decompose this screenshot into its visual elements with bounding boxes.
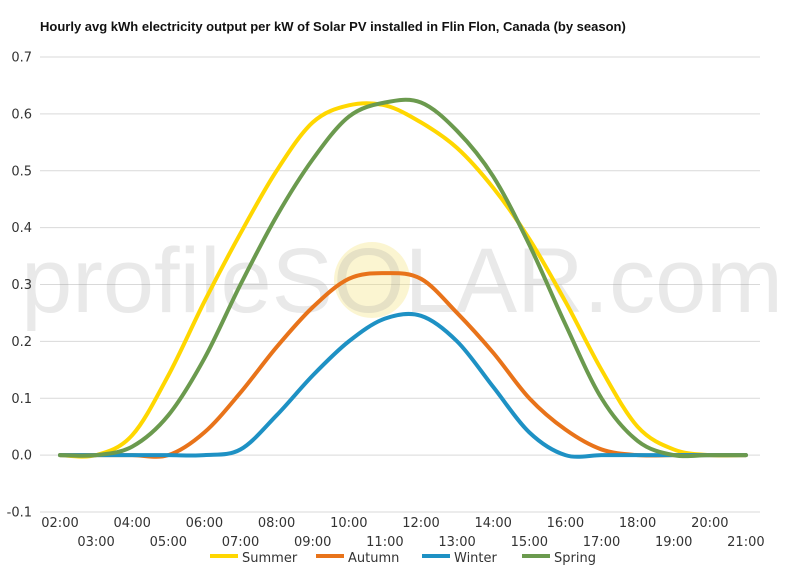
x-tick-label: 20:00 [691, 516, 728, 531]
legend: Summer Autumn Winter Spring [210, 551, 596, 566]
watermark-sun [334, 242, 410, 318]
x-tick-label: 06:00 [186, 516, 223, 531]
y-tick-label: 0.2 [11, 335, 32, 350]
y-tick-label: 0.6 [11, 107, 32, 122]
series-line-winter [58, 311, 748, 459]
y-tick-label: 0.3 [11, 278, 32, 293]
x-tick-label: 15:00 [511, 535, 548, 550]
x-tick-label: 14:00 [474, 516, 511, 531]
series-layer [58, 97, 748, 459]
y-tick-label: 0.7 [11, 51, 32, 66]
x-tick-label: 04:00 [113, 516, 150, 531]
x-tick-label: 02:00 [41, 516, 78, 531]
y-tick-label: 0.1 [11, 392, 32, 407]
legend-swatch-winter [422, 554, 450, 558]
x-tick-label: 16:00 [547, 516, 584, 531]
x-tick-label: 12:00 [402, 516, 439, 531]
y-tick-label: 0.5 [11, 164, 32, 179]
series-line-summer [58, 101, 748, 459]
x-tick-label: 17:00 [583, 535, 620, 550]
x-tick-label: 18:00 [619, 516, 656, 531]
x-tick-label: 09:00 [294, 535, 331, 550]
legend-swatch-summer [210, 554, 238, 558]
x-tick-label: 21:00 [727, 535, 764, 550]
x-tick-label: 10:00 [330, 516, 367, 531]
legend-label-summer: Summer [242, 551, 298, 566]
y-tick-label: -0.1 [7, 506, 32, 521]
x-tick-label: 19:00 [655, 535, 692, 550]
x-tick-label: 08:00 [258, 516, 295, 531]
x-tick-label: 07:00 [222, 535, 259, 550]
legend-label-autumn: Autumn [348, 551, 399, 566]
y-tick-label: 0.0 [11, 449, 32, 464]
chart-title: Hourly avg kWh electricity output per kW… [40, 19, 626, 34]
legend-swatch-autumn [316, 554, 344, 558]
legend-label-spring: Spring [554, 551, 596, 566]
y-axis-ticks: -0.1 0.0 0.1 0.2 0.3 0.4 0.5 0.6 0.7 [7, 51, 32, 521]
legend-label-winter: Winter [454, 551, 498, 566]
x-tick-label: 13:00 [438, 535, 475, 550]
y-tick-label: 0.4 [11, 221, 32, 236]
x-tick-label: 03:00 [77, 535, 114, 550]
watermark-layer: profileSOLAR.com [21, 230, 783, 332]
grid-layer [40, 56, 760, 513]
x-tick-label: 11:00 [366, 535, 403, 550]
watermark-text: profileSOLAR.com [21, 230, 783, 332]
legend-swatch-spring [522, 554, 550, 558]
series-line-spring [58, 97, 748, 459]
x-tick-label: 05:00 [150, 535, 187, 550]
